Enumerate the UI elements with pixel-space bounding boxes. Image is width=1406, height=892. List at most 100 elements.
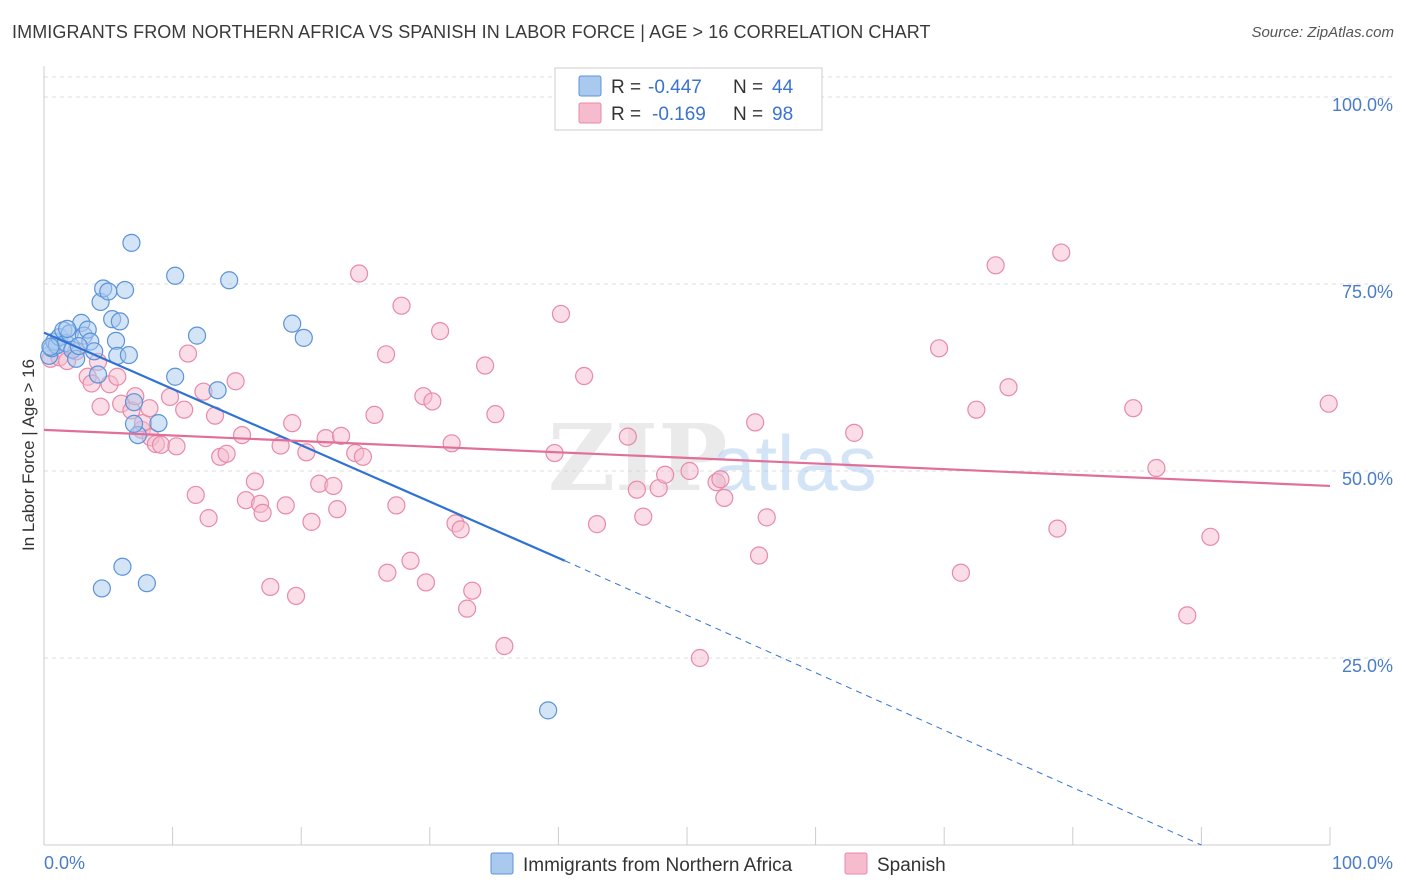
pink-point-43 <box>316 428 335 448</box>
pink-point-53 <box>387 496 406 515</box>
blue-point-24 <box>119 345 138 365</box>
bottom-legend: Immigrants from Northern Africa Spanish <box>490 852 946 876</box>
pink-point-25 <box>199 509 218 528</box>
pink-point-41 <box>302 512 321 531</box>
pink-point-77 <box>680 461 699 481</box>
pink-point-46 <box>331 426 351 445</box>
pink-point-37 <box>276 496 295 515</box>
pink-point-39 <box>286 586 306 606</box>
pink-point-92 <box>1052 243 1071 262</box>
blue-point-25 <box>122 233 141 252</box>
pink-point-20 <box>167 437 186 456</box>
pink-point-97 <box>1319 394 1338 413</box>
pink-point-18 <box>151 435 171 454</box>
pink-point-66 <box>486 405 505 424</box>
pink-point-87 <box>951 563 971 582</box>
pink-point-72 <box>618 427 637 446</box>
pink-point-78 <box>690 648 709 668</box>
pink-point-48 <box>349 264 369 283</box>
northern-africa-points <box>40 233 558 720</box>
trend-lines <box>43 331 1331 846</box>
pink-point-73 <box>627 480 646 499</box>
pink-point-59 <box>430 322 450 341</box>
bottom-legend-label-blue: Immigrants from Northern Africa <box>523 855 793 876</box>
pink-point-62 <box>451 520 470 539</box>
pink-point-76 <box>656 465 675 484</box>
y-tick-label-25: 25.0% <box>1342 656 1393 676</box>
legend-n-label-2: N = <box>733 104 763 125</box>
pink-point-30 <box>232 425 252 445</box>
source-credit: Source: ZipAtlas.com <box>1251 24 1394 41</box>
pink-point-51 <box>376 345 396 364</box>
x-tick-label-min: 0.0% <box>44 853 85 873</box>
blue-point-28 <box>124 414 144 433</box>
legend-n-value-2: 98 <box>772 104 793 125</box>
blue-point-30 <box>166 266 185 285</box>
pink-point-54 <box>392 296 411 315</box>
pink-point-93 <box>1124 399 1143 418</box>
pink-point-95 <box>1178 606 1197 625</box>
blue-point-22 <box>110 312 129 331</box>
pink-point-29 <box>226 372 245 391</box>
y-tick-label-100: 100.0% <box>1332 95 1393 115</box>
pink-point-28 <box>217 444 236 463</box>
pink-point-86 <box>929 339 949 358</box>
pink-point-38 <box>283 414 302 433</box>
blue-point-34 <box>220 271 239 290</box>
pink-point-21 <box>175 400 194 419</box>
legend-n-label-1: N = <box>733 77 763 98</box>
bottom-legend-swatch-blue <box>490 852 514 875</box>
blue-point-38 <box>113 557 132 576</box>
pink-point-22 <box>178 344 198 363</box>
pink-point-80 <box>711 470 730 489</box>
pink-point-88 <box>967 400 986 419</box>
legend-box: R = -0.447 N = 44 R = -0.169 N = 98 <box>554 67 823 131</box>
pink-point-45 <box>328 500 347 519</box>
pink-point-96 <box>1201 527 1220 546</box>
pink-point-89 <box>986 256 1005 275</box>
pink-point-60 <box>442 434 461 453</box>
pink-point-85 <box>845 423 864 442</box>
pink-point-64 <box>463 581 482 600</box>
pink-point-49 <box>353 447 373 466</box>
x-tick-label-max: 100.0% <box>1332 853 1393 873</box>
blue-point-23 <box>115 280 135 300</box>
pink-point-35 <box>261 577 280 597</box>
blue-trend-extension <box>564 560 1202 846</box>
pink-point-9 <box>108 367 127 386</box>
blue-point-32 <box>187 326 207 345</box>
pink-point-69 <box>551 304 571 324</box>
blue-point-15 <box>88 365 108 384</box>
blue-point-39 <box>137 574 156 593</box>
pink-point-44 <box>324 476 343 496</box>
blue-point-33 <box>208 381 227 400</box>
pink-point-58 <box>423 392 442 411</box>
legend-r-label-2: R = <box>611 104 641 125</box>
legend-swatch-pink <box>578 102 602 124</box>
bottom-legend-label-pink: Spanish <box>877 855 946 876</box>
bottom-legend-swatch-pink <box>844 852 868 875</box>
pink-point-94 <box>1147 458 1166 478</box>
pink-point-52 <box>378 563 397 582</box>
blue-point-40 <box>539 701 558 720</box>
pink-point-63 <box>457 599 477 618</box>
grid <box>44 76 1392 659</box>
legend-n-value-1: 44 <box>772 77 794 98</box>
blue-point-43 <box>41 337 60 356</box>
blue-point-29 <box>149 414 168 433</box>
pink-point-34 <box>253 503 272 522</box>
pink-trend-line <box>43 428 1331 488</box>
pink-point-70 <box>575 366 594 386</box>
blue-point-36 <box>294 328 313 347</box>
legend-r-value-1: -0.447 <box>648 77 702 98</box>
legend-r-value-2: -0.169 <box>652 104 706 125</box>
blue-point-18 <box>99 282 118 301</box>
pink-point-91 <box>1048 519 1067 538</box>
pink-point-55 <box>401 551 420 570</box>
blue-point-41 <box>58 319 77 338</box>
chart-title: IMMIGRANTS FROM NORTHERN AFRICA VS SPANI… <box>12 22 931 42</box>
pink-point-57 <box>416 573 436 592</box>
blue-trend-line <box>43 331 566 562</box>
y-axis-label: In Labor Force | Age > 16 <box>19 359 38 551</box>
